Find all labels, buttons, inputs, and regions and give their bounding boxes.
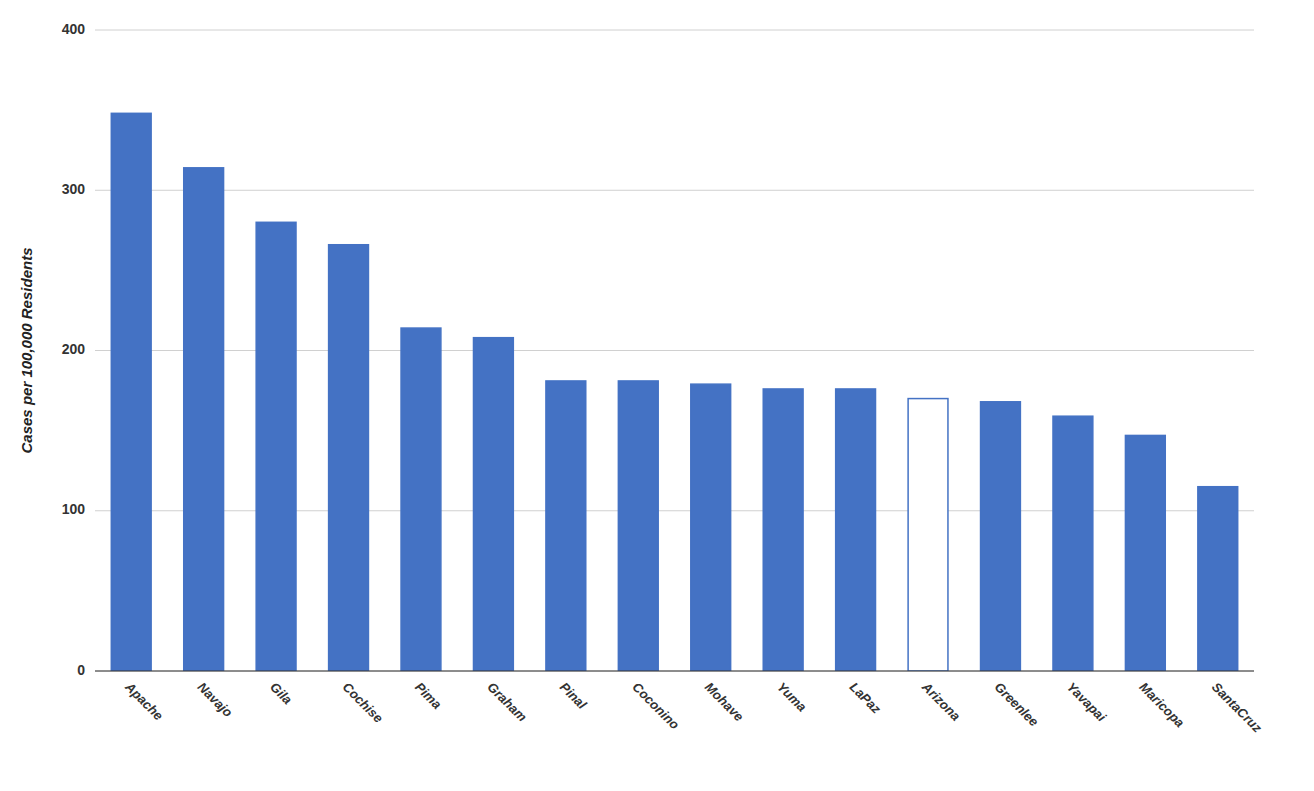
grid-line <box>95 30 1254 31</box>
x-tick-label: Maricopa <box>1136 679 1187 730</box>
bars <box>111 113 1237 671</box>
x-tick-label: Gila <box>267 679 295 707</box>
chart-container: 0 100 200 300 400 Cases per 100,000 Residents… <box>0 0 1314 791</box>
x-tick-label: Cochise <box>340 679 386 725</box>
bar <box>184 168 224 671</box>
x-axis: Apache Navajo Gila Cochise Pima Graham Pinal Co… <box>122 679 1266 736</box>
x-tick-label: Greenlee <box>992 679 1042 729</box>
bar <box>256 222 296 671</box>
x-tick-label: Coconino <box>629 679 682 732</box>
y-tick-label: 100 <box>62 501 86 517</box>
x-tick-label: Arizona <box>918 679 963 724</box>
y-tick-label: 0 <box>77 662 85 678</box>
bar <box>329 245 369 671</box>
grid <box>95 30 1254 671</box>
y-axis-label: Cases per 100,000 Residents <box>18 248 35 454</box>
bar <box>1053 416 1093 671</box>
x-tick-label: Apache <box>122 679 167 724</box>
x-tick-label: LaPaz <box>847 679 885 717</box>
bar <box>981 402 1021 671</box>
bar <box>111 113 151 671</box>
bar <box>473 338 513 671</box>
grid-line <box>95 190 1254 191</box>
x-axis-line <box>95 671 1254 672</box>
y-tick-label: 200 <box>62 341 86 357</box>
bar <box>546 381 586 671</box>
bar <box>1125 435 1165 671</box>
bar <box>763 389 803 671</box>
y-tick-label: 300 <box>62 181 86 197</box>
y-axis: 0 100 200 300 400 <box>62 21 86 678</box>
x-tick-label: Yavapai <box>1064 679 1109 724</box>
bar <box>1198 487 1238 671</box>
x-tick-label: Yuma <box>774 679 809 714</box>
x-tick-label: Pima <box>412 679 445 712</box>
x-tick-label: SantaCruz <box>1209 679 1265 735</box>
x-tick-label: Graham <box>485 679 531 725</box>
chart-svg: 0 100 200 300 400 Cases per 100,000 Residents… <box>0 0 1314 791</box>
bar <box>908 399 948 671</box>
x-tick-label: Pinal <box>557 679 590 712</box>
x-tick-label: Mohave <box>702 679 747 724</box>
x-tick-label: Navajo <box>195 679 236 720</box>
bar <box>401 328 441 671</box>
grid-line <box>95 671 1254 672</box>
y-tick-label: 400 <box>62 21 86 37</box>
bar <box>691 384 731 671</box>
bar <box>836 389 876 671</box>
bar <box>618 381 658 671</box>
